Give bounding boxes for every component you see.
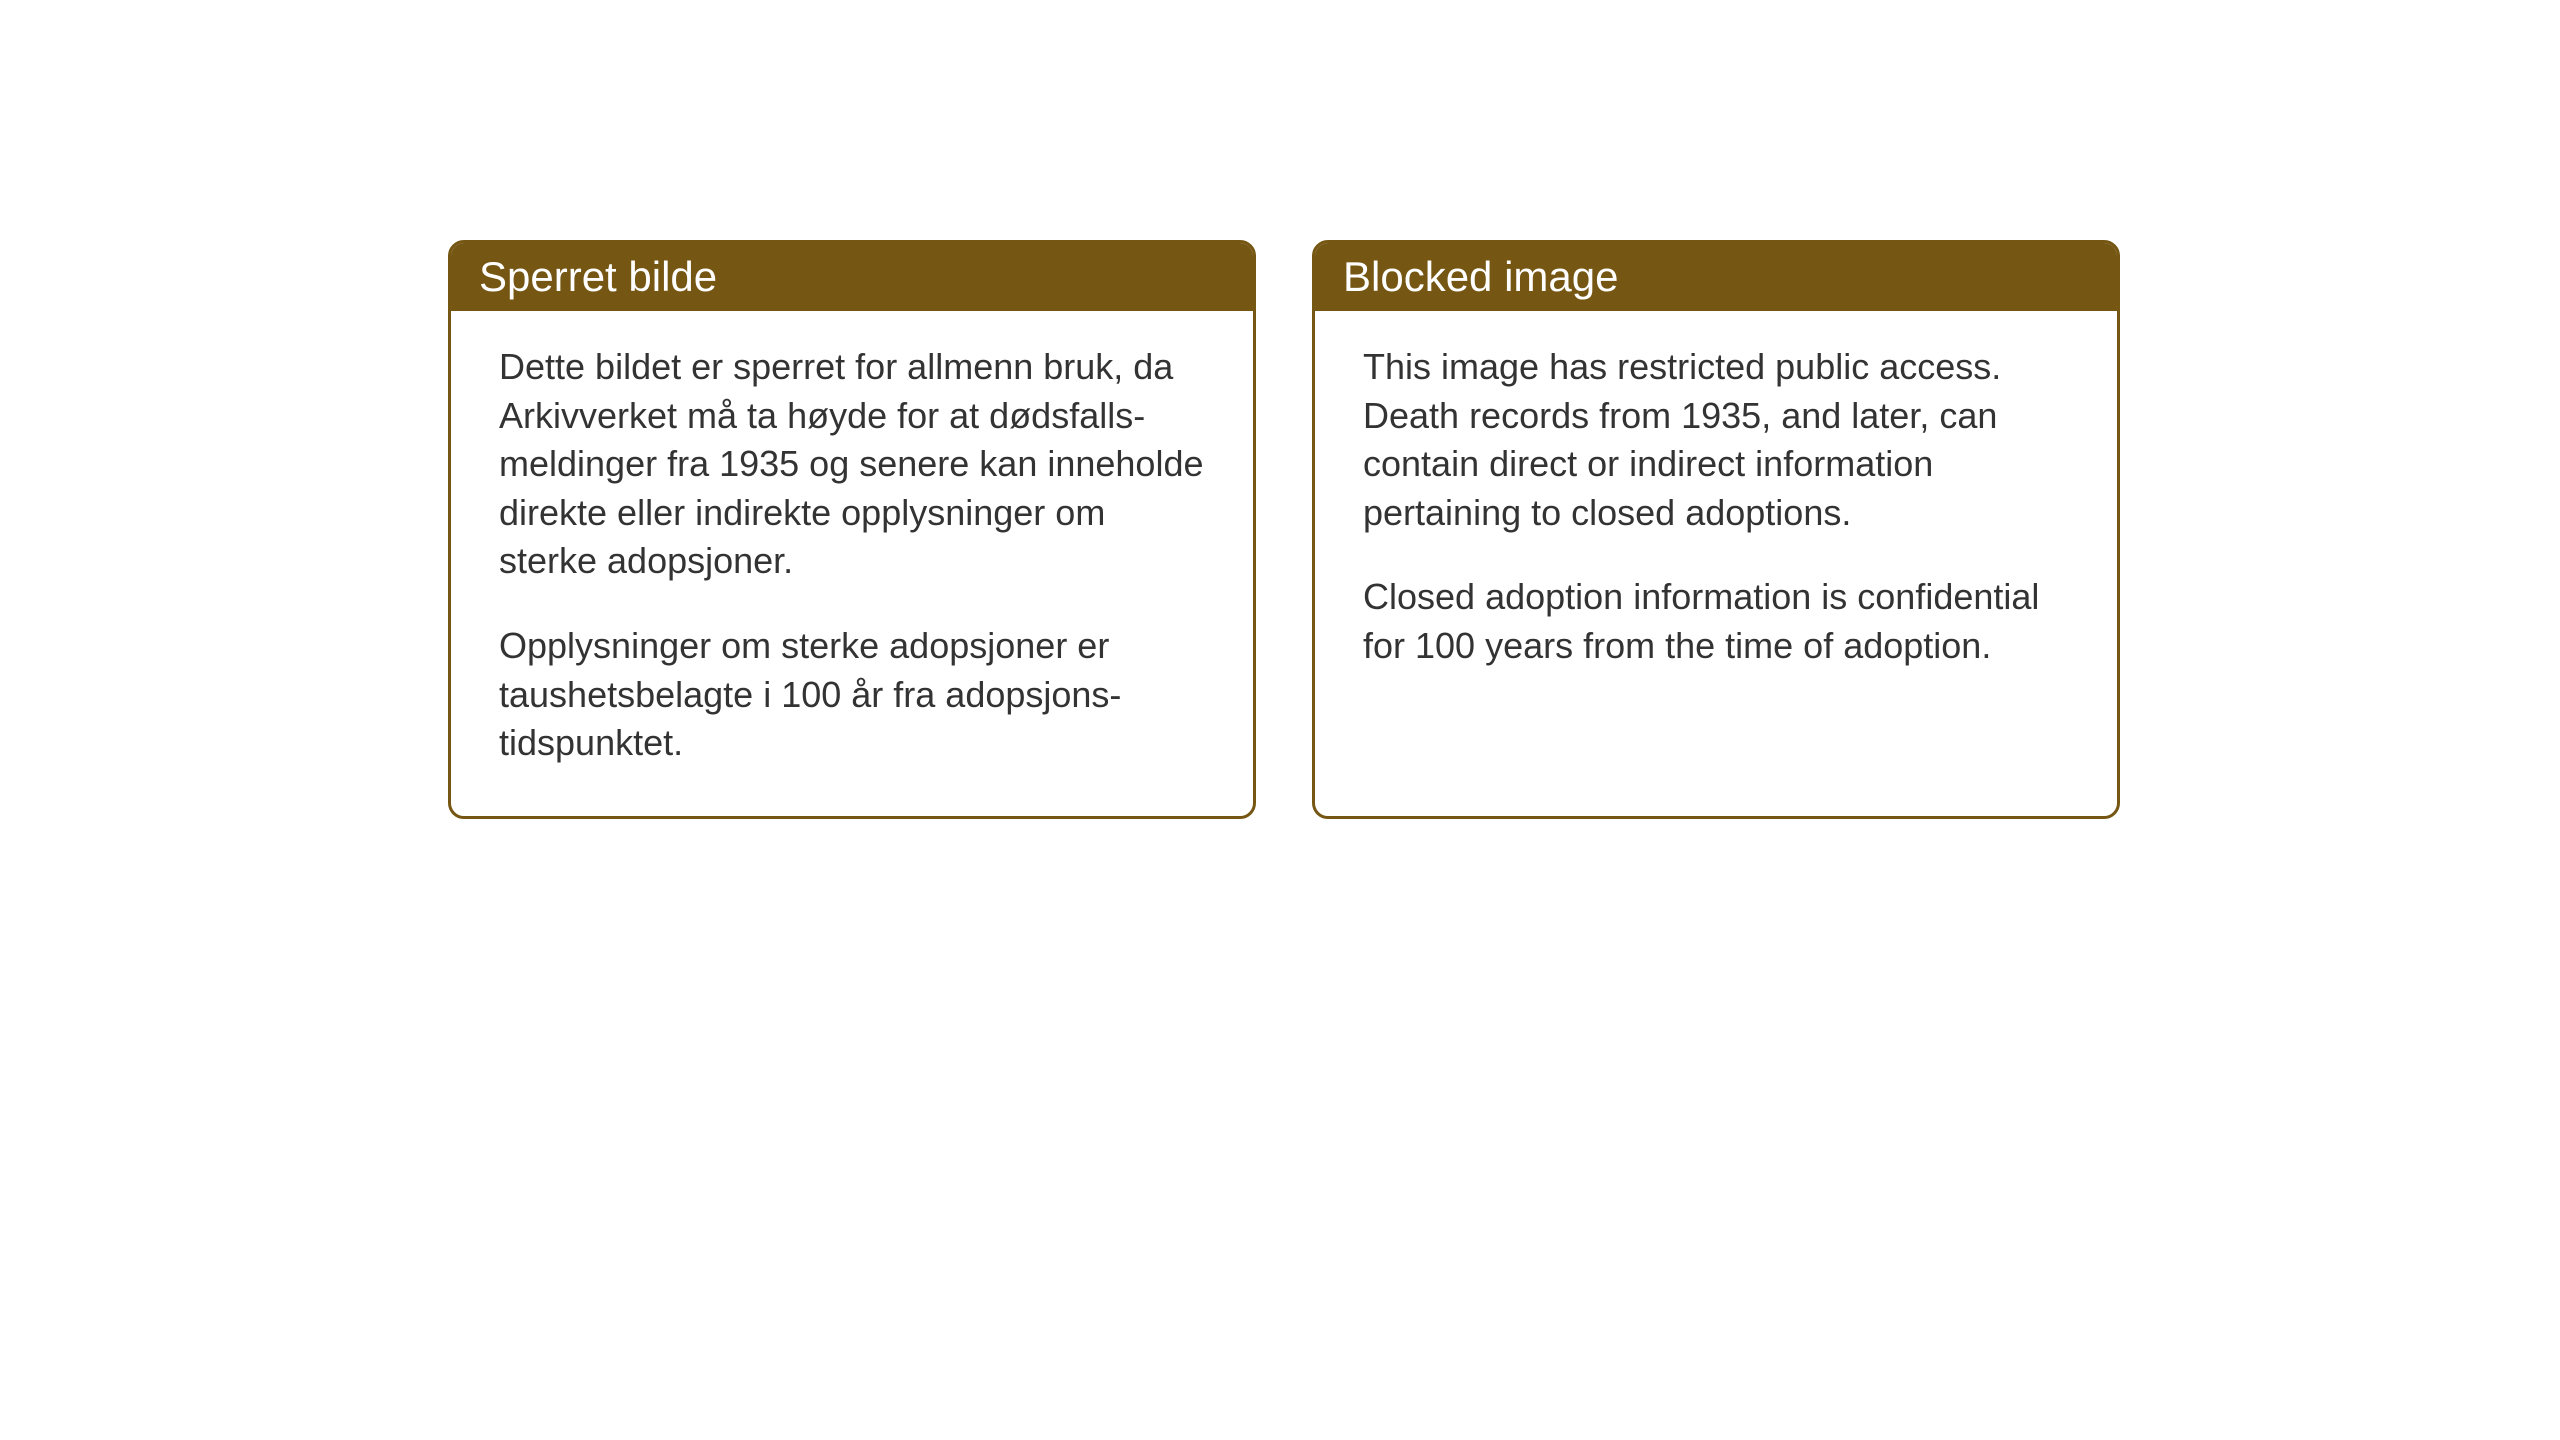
- card-body-english: This image has restricted public access.…: [1315, 311, 2117, 719]
- card-header-norwegian: Sperret bilde: [451, 243, 1253, 311]
- card-norwegian: Sperret bilde Dette bildet er sperret fo…: [448, 240, 1256, 819]
- card-paragraph1-norwegian: Dette bildet er sperret for allmenn bruk…: [499, 343, 1205, 586]
- card-title-norwegian: Sperret bilde: [479, 253, 717, 300]
- card-paragraph1-english: This image has restricted public access.…: [1363, 343, 2069, 537]
- card-paragraph2-english: Closed adoption information is confident…: [1363, 573, 2069, 670]
- card-english: Blocked image This image has restricted …: [1312, 240, 2120, 819]
- card-header-english: Blocked image: [1315, 243, 2117, 311]
- cards-container: Sperret bilde Dette bildet er sperret fo…: [448, 240, 2120, 819]
- card-title-english: Blocked image: [1343, 253, 1618, 300]
- card-paragraph2-norwegian: Opplysninger om sterke adopsjoner er tau…: [499, 622, 1205, 768]
- card-body-norwegian: Dette bildet er sperret for allmenn bruk…: [451, 311, 1253, 816]
